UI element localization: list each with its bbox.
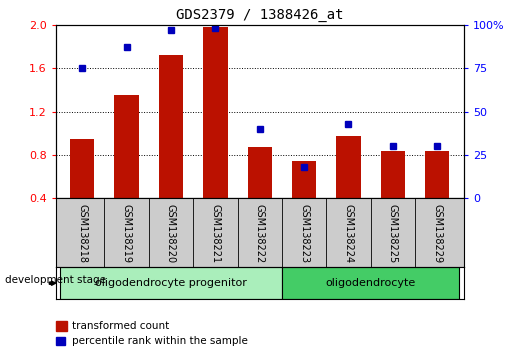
- Bar: [292, 161, 316, 198]
- Text: GSM138229: GSM138229: [432, 204, 442, 263]
- Bar: [425, 150, 449, 198]
- Text: GSM138220: GSM138220: [166, 204, 176, 263]
- Text: GSM138222: GSM138222: [255, 204, 264, 263]
- Text: GSM138218: GSM138218: [77, 204, 87, 263]
- Bar: [248, 147, 272, 198]
- Text: GSM138224: GSM138224: [343, 204, 354, 263]
- Text: development stage: development stage: [5, 275, 107, 285]
- Text: GSM138221: GSM138221: [210, 204, 220, 263]
- Title: GDS2379 / 1388426_at: GDS2379 / 1388426_at: [176, 8, 343, 22]
- Text: GSM138225: GSM138225: [388, 204, 398, 263]
- Text: GSM138219: GSM138219: [121, 204, 131, 263]
- Text: oligodendrocyte: oligodendrocyte: [325, 278, 416, 288]
- Bar: [381, 150, 405, 198]
- Text: GSM138223: GSM138223: [299, 204, 309, 263]
- Bar: [70, 139, 94, 198]
- Text: percentile rank within the sample: percentile rank within the sample: [72, 336, 248, 346]
- Bar: [282, 267, 460, 299]
- Bar: [336, 136, 360, 198]
- Bar: [114, 95, 139, 198]
- Bar: [60, 267, 282, 299]
- Text: transformed count: transformed count: [72, 321, 169, 331]
- Text: oligodendrocyte progenitor: oligodendrocyte progenitor: [95, 278, 247, 288]
- Bar: [159, 55, 183, 198]
- Bar: [203, 27, 227, 198]
